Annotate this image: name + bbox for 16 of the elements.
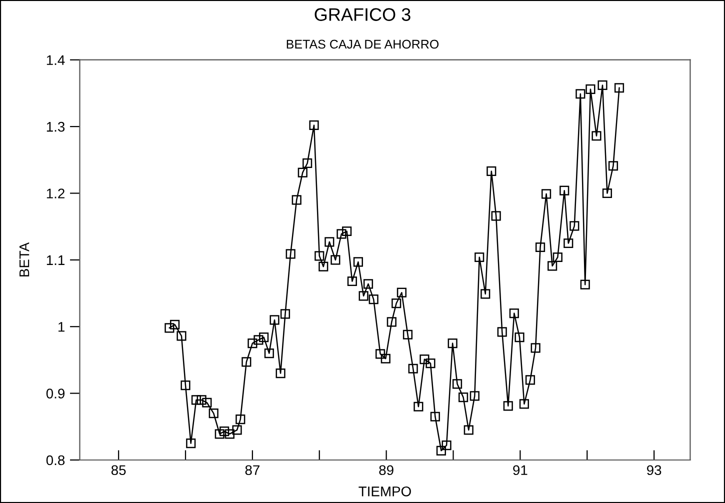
x-axis-title: TIEMPO [358,486,411,496]
chart-subtitle: BETAS CAJA DE AHORRO [286,40,439,49]
x-tick-label: 91 [513,465,528,476]
y-tick-label: 1 [58,322,64,332]
x-tick-label: 85 [111,465,126,476]
chart-title: GRAFICO 3 [314,8,410,21]
y-tick-label: 1.1 [46,255,64,265]
x-tick-label: 87 [245,465,260,476]
y-tick-label: 1.3 [46,122,65,132]
y-axis-title: BETA [20,242,30,276]
x-tick-label: 89 [379,465,394,476]
y-tick-label: 0.9 [46,388,65,398]
x-tick-label: 93 [646,465,662,476]
y-tick-label: 1.4 [46,55,65,65]
y-tick-label: 0.8 [46,455,65,466]
y-tick-label: 1.2 [46,188,64,198]
